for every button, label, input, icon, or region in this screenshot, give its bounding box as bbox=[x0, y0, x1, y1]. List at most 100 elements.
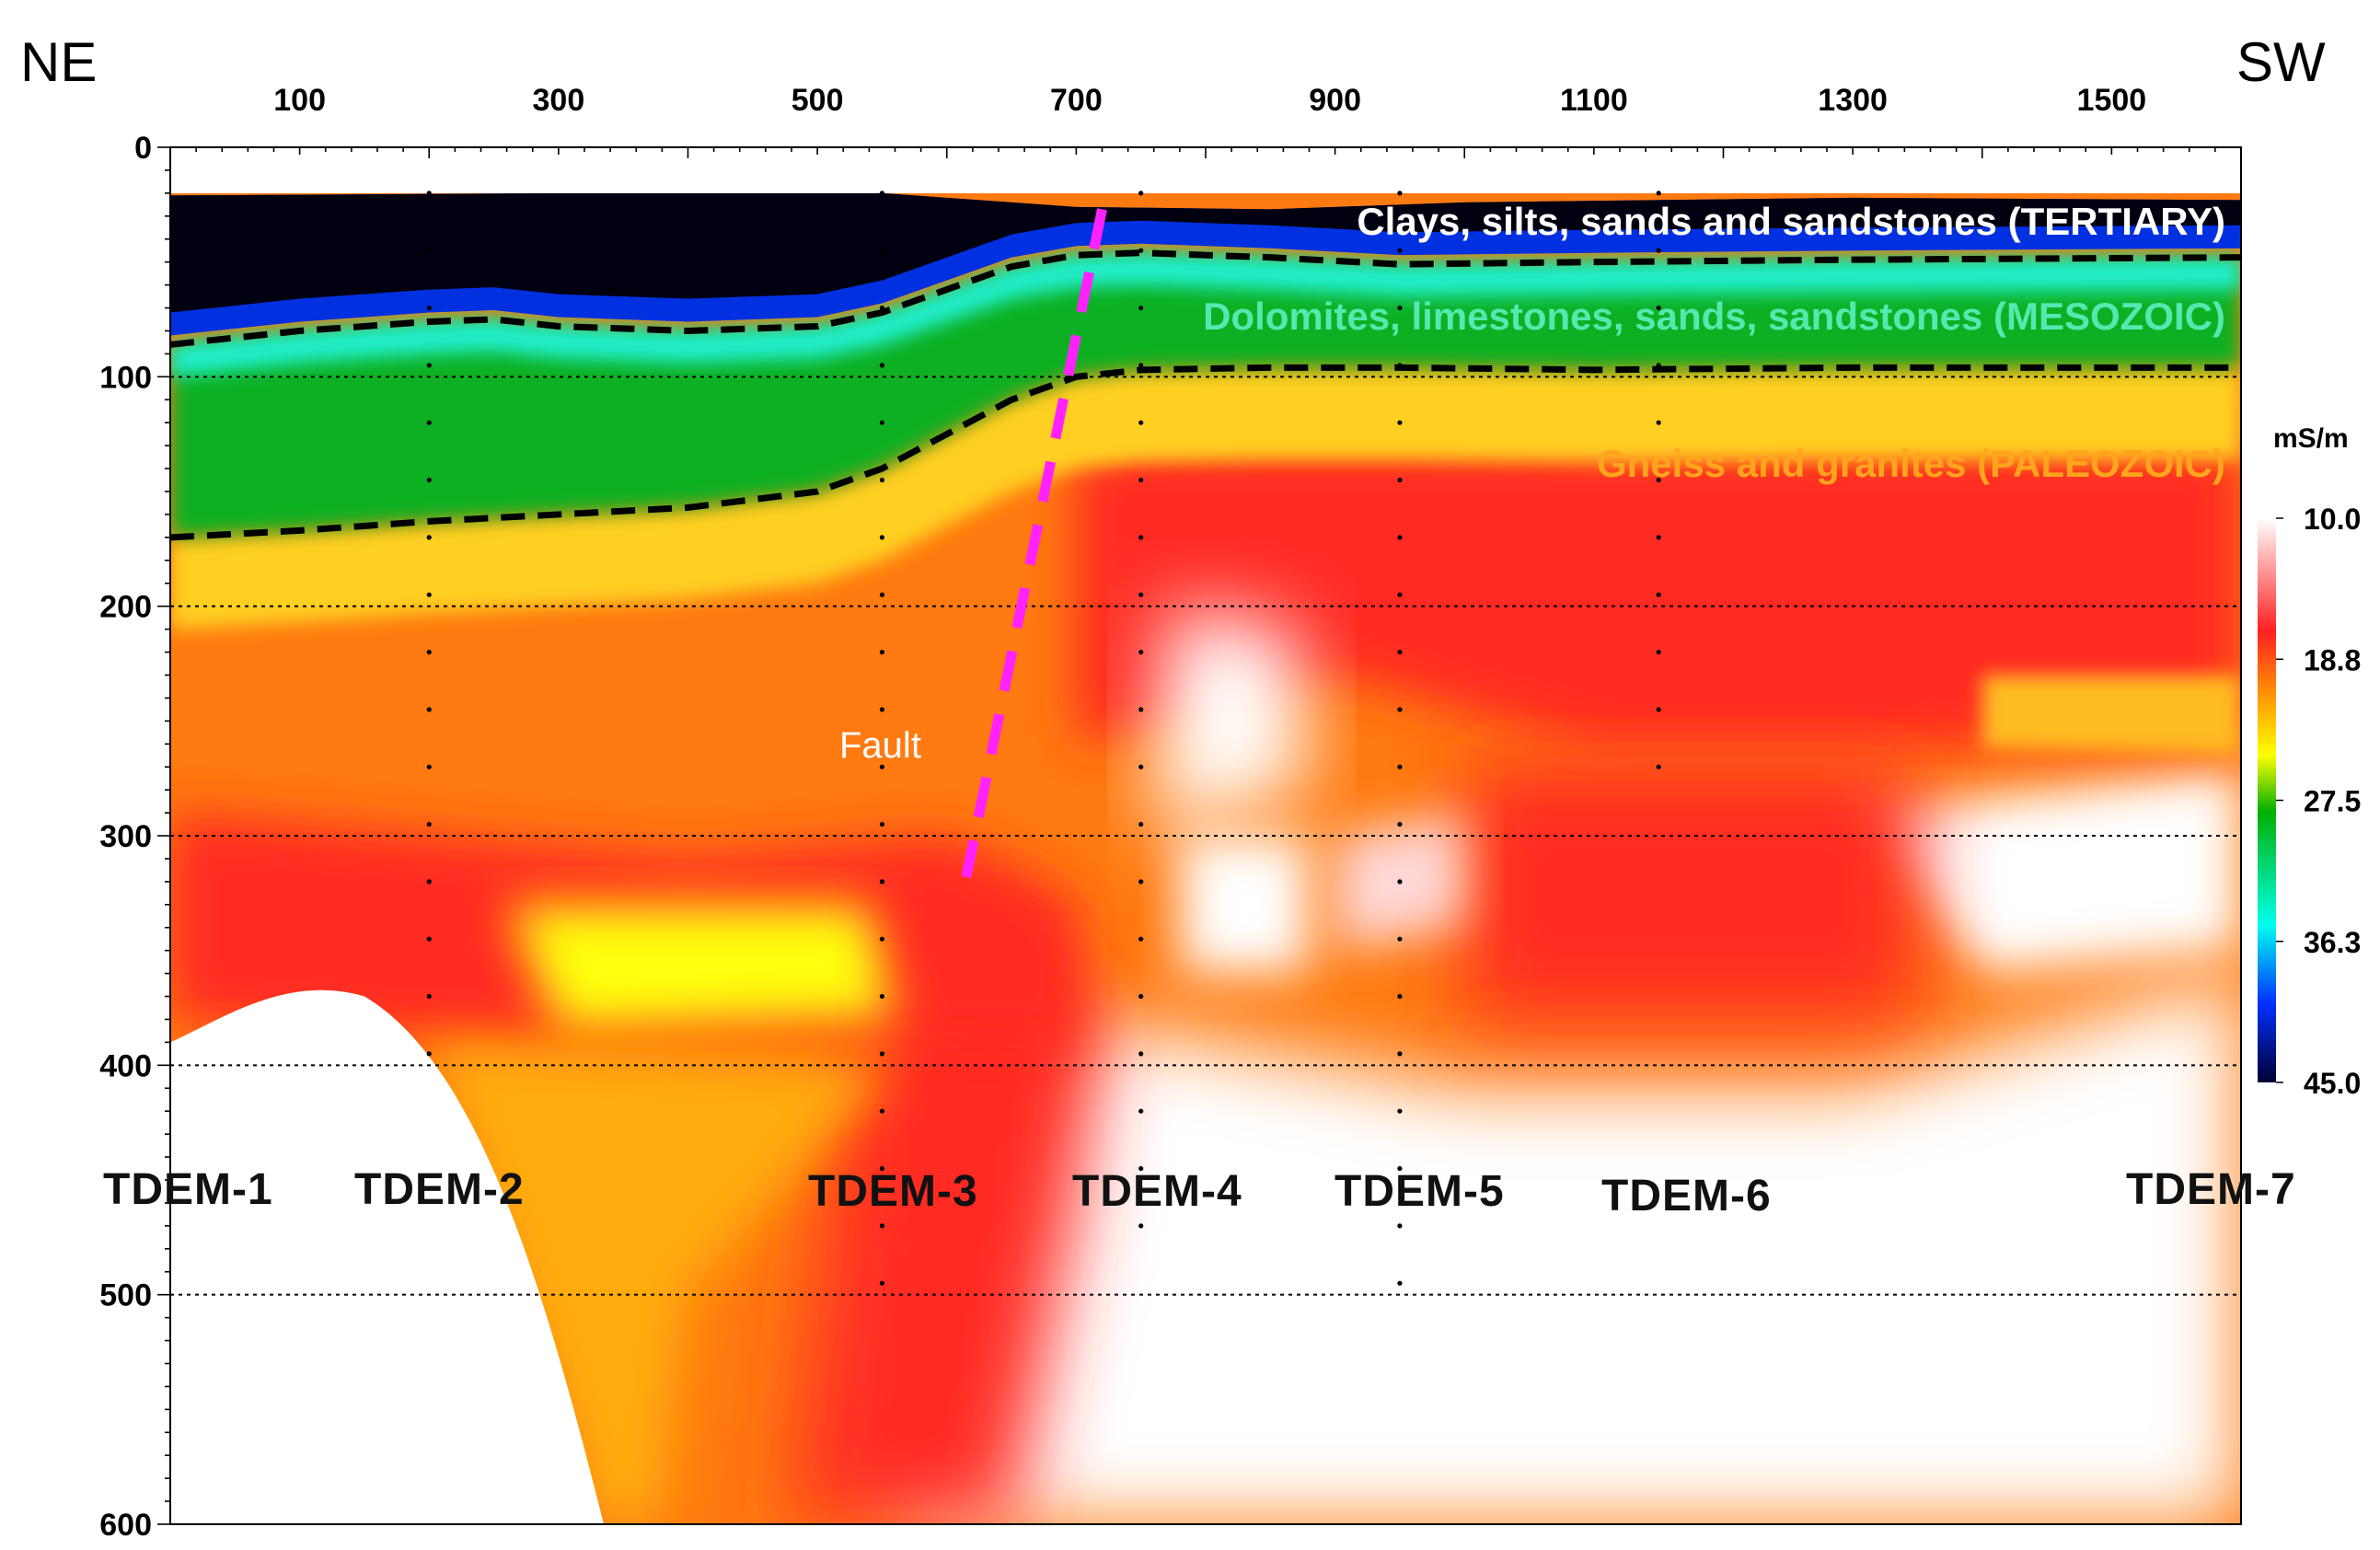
station-dot bbox=[879, 821, 885, 827]
layer-label: Gneiss and granites (PALEOZOIC) bbox=[1597, 442, 2225, 485]
station-dot bbox=[1397, 1280, 1403, 1286]
station-label: TDEM-3 bbox=[808, 1167, 978, 1216]
station-dot bbox=[1138, 1223, 1144, 1229]
boundary-top-of-paleozoic bbox=[169, 364, 2241, 541]
station-dot bbox=[1397, 821, 1403, 827]
direction-label-ne: NE bbox=[20, 31, 97, 93]
field-blob bbox=[1153, 606, 1310, 836]
station-dot bbox=[1138, 477, 1144, 483]
station-dot bbox=[1397, 592, 1403, 597]
y-tick-label: 300 bbox=[99, 819, 152, 854]
station-dot bbox=[426, 248, 432, 253]
station-dot bbox=[879, 707, 885, 712]
colorbar-tick-label: 36.3 bbox=[2304, 926, 2361, 959]
field-upper-bands bbox=[170, 192, 2241, 630]
station-dot bbox=[879, 936, 885, 942]
station-sounding-points bbox=[426, 191, 1661, 1286]
station-dot bbox=[426, 420, 432, 425]
colorbar-tick-label: 27.5 bbox=[2304, 785, 2361, 818]
station-dot bbox=[1656, 477, 1661, 483]
station-dot bbox=[879, 649, 885, 655]
station-dot bbox=[1138, 1108, 1144, 1114]
field-blob bbox=[506, 904, 895, 1031]
band-cyan bbox=[170, 252, 2241, 377]
y-tick-label: 500 bbox=[99, 1278, 152, 1313]
field-blob bbox=[895, 973, 2241, 1524]
x-tick-label: 1300 bbox=[1818, 83, 1888, 118]
station-dot bbox=[1138, 420, 1144, 425]
colorbar-tick-label: 18.8 bbox=[2304, 643, 2361, 677]
station-dot bbox=[1397, 1223, 1403, 1229]
station-dot bbox=[426, 477, 432, 483]
station-dot bbox=[879, 1280, 885, 1286]
station-dot bbox=[879, 1223, 885, 1229]
station-dot-column bbox=[426, 191, 432, 1057]
station-dot bbox=[426, 305, 432, 311]
station-dot bbox=[1138, 1165, 1144, 1172]
station-label: TDEM-5 bbox=[1334, 1167, 1505, 1216]
y-tick-label: 0 bbox=[134, 131, 152, 166]
station-dot bbox=[1138, 879, 1144, 885]
station-dot bbox=[426, 592, 432, 597]
station-dot bbox=[426, 1051, 432, 1057]
station-dot bbox=[1397, 707, 1403, 712]
station-dot bbox=[1656, 649, 1661, 655]
y-tick-label: 200 bbox=[99, 590, 152, 625]
station-dot bbox=[426, 707, 432, 712]
station-dot bbox=[1397, 649, 1403, 655]
fault-line bbox=[961, 208, 1107, 878]
station-label: TDEM-4 bbox=[1072, 1167, 1242, 1216]
station-dot bbox=[1397, 191, 1403, 196]
fault-label: Fault bbox=[839, 725, 921, 766]
station-dot bbox=[426, 879, 432, 885]
station-dot bbox=[1656, 764, 1661, 769]
station-dot bbox=[1138, 305, 1144, 311]
station-dot-column bbox=[879, 191, 885, 1286]
station-label: TDEM-7 bbox=[2126, 1165, 2296, 1214]
station-dot bbox=[1138, 936, 1144, 942]
x-axis: 100 300 500 700 900 1100 1300 1500 bbox=[169, 83, 2242, 158]
station-label: TDEM-6 bbox=[1601, 1172, 1772, 1220]
station-dot bbox=[1656, 707, 1661, 712]
x-tick-label: 700 bbox=[1050, 83, 1103, 118]
station-label: TDEM-2 bbox=[354, 1165, 525, 1214]
station-dot bbox=[1138, 191, 1144, 196]
station-labels: TDEM-1 TDEM-2 TDEM-3 TDEM-4 TDEM-5 TDEM-6 TDEM… bbox=[103, 1165, 2296, 1220]
station-dot bbox=[879, 477, 885, 483]
boundary-top-of-mesozoic bbox=[169, 249, 2242, 348]
station-dot bbox=[1397, 248, 1403, 253]
station-dot bbox=[1138, 248, 1144, 253]
colorbar-unit: mS/m bbox=[2273, 423, 2349, 454]
station-dot bbox=[1397, 993, 1403, 1000]
colorbar-ticks: 10.0 18.8 27.5 36.3 45.0 bbox=[2276, 503, 2361, 1100]
station-dot bbox=[1397, 1165, 1403, 1172]
y-tick-label: 100 bbox=[99, 360, 152, 395]
station-dot bbox=[426, 191, 432, 196]
band-black bbox=[170, 192, 2241, 313]
station-dot bbox=[1397, 305, 1403, 311]
y-tick-label: 400 bbox=[99, 1048, 152, 1083]
colorbar-tick-label: 45.0 bbox=[2304, 1067, 2361, 1100]
station-dot bbox=[1397, 879, 1403, 885]
station-dot bbox=[879, 764, 885, 769]
station-dot bbox=[1656, 248, 1661, 253]
station-dot-column bbox=[1656, 191, 1661, 769]
station-dot bbox=[1656, 305, 1661, 311]
layer-label: Dolomites, limestones, sands, sandstones… bbox=[1203, 295, 2225, 338]
station-dot-column bbox=[1138, 191, 1144, 1229]
station-dot bbox=[426, 936, 432, 942]
station-label: TDEM-1 bbox=[103, 1165, 273, 1214]
station-dot bbox=[879, 879, 885, 885]
station-dot bbox=[879, 592, 885, 597]
station-dot bbox=[1656, 420, 1661, 425]
band-yellow bbox=[170, 367, 2241, 630]
station-dot bbox=[1397, 764, 1403, 769]
station-dot bbox=[426, 649, 432, 655]
station-dot bbox=[1397, 1108, 1403, 1114]
station-dot bbox=[879, 993, 885, 1000]
station-dot bbox=[1138, 764, 1144, 769]
direction-label-sw: SW bbox=[2236, 31, 2326, 93]
station-dot bbox=[1138, 649, 1144, 655]
station-dot bbox=[879, 1051, 885, 1057]
